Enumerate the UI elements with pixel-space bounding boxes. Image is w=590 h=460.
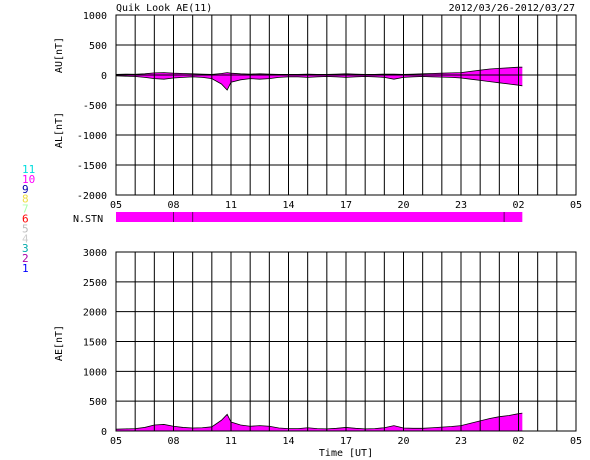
x-tick-label: 05 [110, 200, 122, 211]
y-tick-label: -500 [83, 101, 107, 112]
x-tick-label: 02 [512, 200, 524, 211]
au-al-fill [115, 66, 523, 91]
legend-station-count: 9 [22, 183, 29, 196]
station-bar-label: N.STN [73, 214, 103, 225]
y-tick-label: 0 [101, 71, 107, 82]
y-tick-label: 2000 [83, 308, 107, 319]
y-tick-label: 3000 [83, 248, 107, 259]
ae-yticks: 3000 2500 2000 1500 1000 500 0 [83, 248, 107, 438]
date-range: 2012/03/26-2012/03/27 [449, 3, 575, 14]
x-tick-label: 08 [167, 200, 179, 211]
au-axis-label: AU[nT] [54, 37, 65, 73]
x-tick-label: 17 [340, 436, 352, 447]
y-tick-label: -1500 [77, 161, 107, 172]
ae-axis-label: AE[nT] [54, 325, 65, 361]
x-tick-label: 23 [455, 200, 467, 211]
y-tick-label: 500 [89, 41, 107, 52]
y-tick-label: 2500 [83, 278, 107, 289]
ae-fill [115, 412, 523, 431]
x-tick-label: 20 [397, 436, 409, 447]
au-line [115, 66, 523, 75]
plot-frame [115, 251, 577, 432]
x-tick-label: 14 [282, 200, 294, 211]
x-tick-label: 11 [225, 200, 237, 211]
legend-station-count: 7 [22, 203, 29, 216]
y-tick-label: 1500 [83, 338, 107, 349]
legend-station-count: 11 [22, 163, 35, 176]
station-bar-fill [116, 212, 523, 222]
x-tick-label: 05 [110, 436, 122, 447]
legend-station-count: 2 [22, 252, 29, 265]
y-tick-label: -2000 [77, 191, 107, 202]
au-al-yticks: 1000 500 0 -500 -1000 -1500 -2000 [77, 11, 107, 202]
au-al-panel: 1000 500 0 -500 -1000 -1500 -2000 05 08 11 14 17 20… [54, 11, 582, 211]
legend-station-count: 8 [22, 193, 29, 206]
legend-station-count: 4 [22, 232, 29, 245]
x-tick-label: 17 [340, 200, 352, 211]
ae-grid [115, 251, 577, 432]
time-axis-label: Time [UT] [319, 448, 373, 459]
x-tick-label: 05 [570, 436, 582, 447]
ae-area [116, 413, 523, 431]
y-tick-label: -1000 [77, 131, 107, 142]
legend-station-count: 10 [22, 173, 35, 186]
ae-line [115, 412, 523, 430]
au-al-xticks: 05 08 11 14 17 20 23 02 05 [110, 200, 582, 211]
legend-station-count: 6 [22, 213, 29, 226]
chart-title: Quik Look AE(11) [116, 3, 212, 14]
ae-xticks: 05 08 11 14 17 20 23 02 05 [110, 436, 582, 447]
station-bar-segment [116, 212, 523, 222]
y-tick-label: 0 [101, 427, 107, 438]
al-axis-label: AL[nT] [54, 112, 65, 148]
y-tick-label: 1000 [83, 11, 107, 22]
x-tick-label: 02 [512, 436, 524, 447]
x-tick-label: 05 [570, 200, 582, 211]
x-tick-label: 08 [167, 436, 179, 447]
station-bar: N.STN [73, 212, 523, 225]
x-tick-label: 23 [455, 436, 467, 447]
x-tick-label: 11 [225, 436, 237, 447]
legend-station-count: 1 [22, 262, 29, 275]
au-al-grid [115, 14, 577, 196]
y-tick-label: 500 [89, 397, 107, 408]
y-tick-label: 1000 [83, 367, 107, 378]
x-tick-label: 14 [282, 436, 294, 447]
legend-station-count: 3 [22, 242, 29, 255]
legend-station-count: 5 [22, 222, 29, 235]
al-line [115, 75, 523, 91]
x-tick-label: 20 [397, 200, 409, 211]
plot-frame [115, 14, 577, 196]
